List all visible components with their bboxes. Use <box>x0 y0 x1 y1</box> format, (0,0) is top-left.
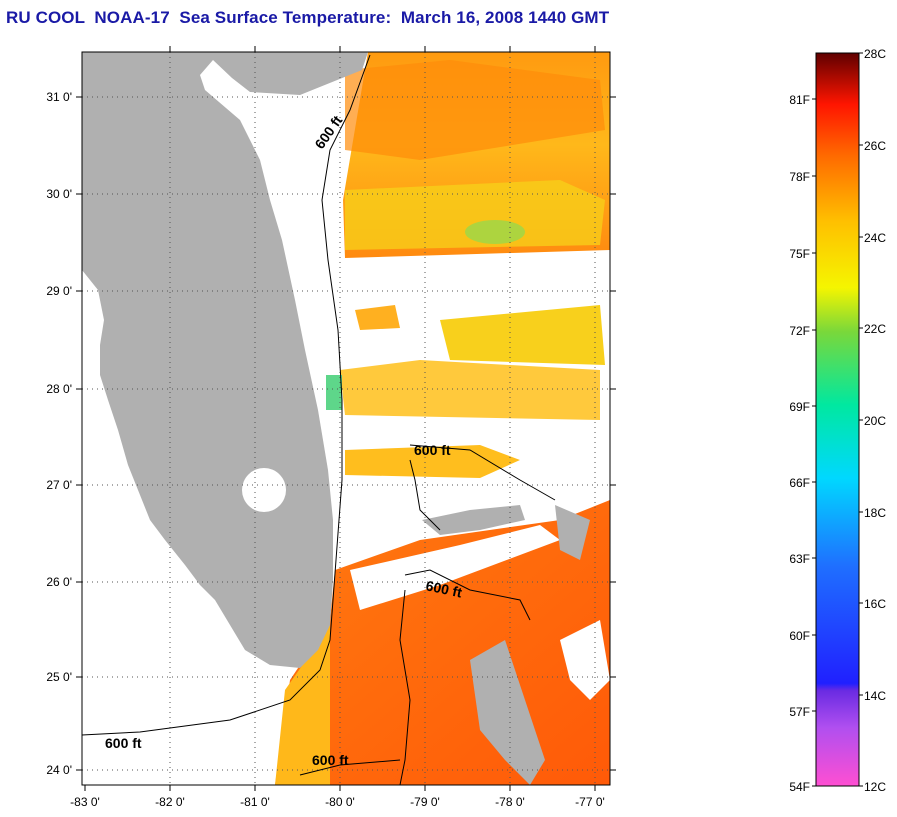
colorbar-f-label: 66F <box>789 476 810 490</box>
lat-tick-label: 28 0' <box>46 382 72 396</box>
contour-label: 600 ft <box>312 752 349 768</box>
lake-okeechobee <box>242 468 286 512</box>
isobath-600ft <box>82 54 556 785</box>
sst-cool-patch <box>465 220 525 244</box>
colorbar-f-label: 69F <box>789 400 810 414</box>
grand-bahama <box>422 505 525 535</box>
colorbar-f-label: 81F <box>789 93 810 107</box>
sst-green-strip <box>326 375 342 410</box>
colorbar-f-label: 57F <box>789 705 810 719</box>
lat-tick-label: 31 0' <box>46 90 72 104</box>
andros <box>470 640 545 785</box>
colorbar-c-label: 16C <box>864 597 886 611</box>
abaco <box>555 505 590 560</box>
sst-warm-band <box>345 60 605 160</box>
colorbar-c-label: 18C <box>864 506 886 520</box>
colorbar-c-label: 28C <box>864 47 886 61</box>
cloud-1 <box>350 525 560 610</box>
colorbar-c-label: 26C <box>864 139 886 153</box>
colorbar-f-ticks <box>812 98 816 787</box>
lon-tick-label: -78 0' <box>495 795 525 809</box>
cloud-2 <box>560 620 610 700</box>
lat-tick-label: 26 0' <box>46 575 72 589</box>
map-area <box>82 52 610 785</box>
lat-tick-label: 29 0' <box>46 284 72 298</box>
florida-land <box>82 52 368 668</box>
lon-axis <box>84 46 596 791</box>
lon-tick-label: -81 0' <box>240 795 270 809</box>
colorbar-c-label: 14C <box>864 689 886 703</box>
lat-tick-label: 25 0' <box>46 670 72 684</box>
sst-patch-1 <box>355 305 400 330</box>
colorbar-c-label: 22C <box>864 322 886 336</box>
colorbar-c-label: 20C <box>864 414 886 428</box>
sst-yellow-band <box>345 180 605 250</box>
graticule <box>82 52 610 785</box>
contour-label: 600 ft <box>105 735 142 751</box>
colorbar-c-label: 12C <box>864 780 886 794</box>
lon-tick-label: -83 0' <box>70 795 100 809</box>
colorbar-f-label: 54F <box>789 780 810 794</box>
lon-tick-label: -80 0' <box>325 795 355 809</box>
lat-axis <box>76 96 616 771</box>
sst-yellow-south <box>275 620 330 785</box>
lat-tick-label: 30 0' <box>46 187 72 201</box>
sst-patch-2 <box>440 305 605 365</box>
colorbar-f-label: 60F <box>789 629 810 643</box>
map-border <box>81 51 611 786</box>
colorbar-c-label: 24C <box>864 231 886 245</box>
colorbar-f-label: 63F <box>789 552 810 566</box>
contour-label: 600 ft <box>414 442 451 458</box>
map-title: RU COOL NOAA-17 Sea Surface Temperature:… <box>6 8 610 27</box>
colorbar-f-label: 75F <box>789 247 810 261</box>
colorbar-c-ticks <box>859 52 863 787</box>
lon-tick-label: -79 0' <box>410 795 440 809</box>
colorbar <box>815 52 860 787</box>
contour-label: 600 ft <box>424 577 463 600</box>
colorbar-f-label: 78F <box>789 170 810 184</box>
lon-tick-label: -82 0' <box>155 795 185 809</box>
lat-tick-label: 24 0' <box>46 763 72 777</box>
sst-patch-3 <box>340 360 600 420</box>
lat-tick-label: 27 0' <box>46 478 72 492</box>
lon-tick-label: -77 0' <box>575 795 605 809</box>
colorbar-f-label: 72F <box>789 324 810 338</box>
